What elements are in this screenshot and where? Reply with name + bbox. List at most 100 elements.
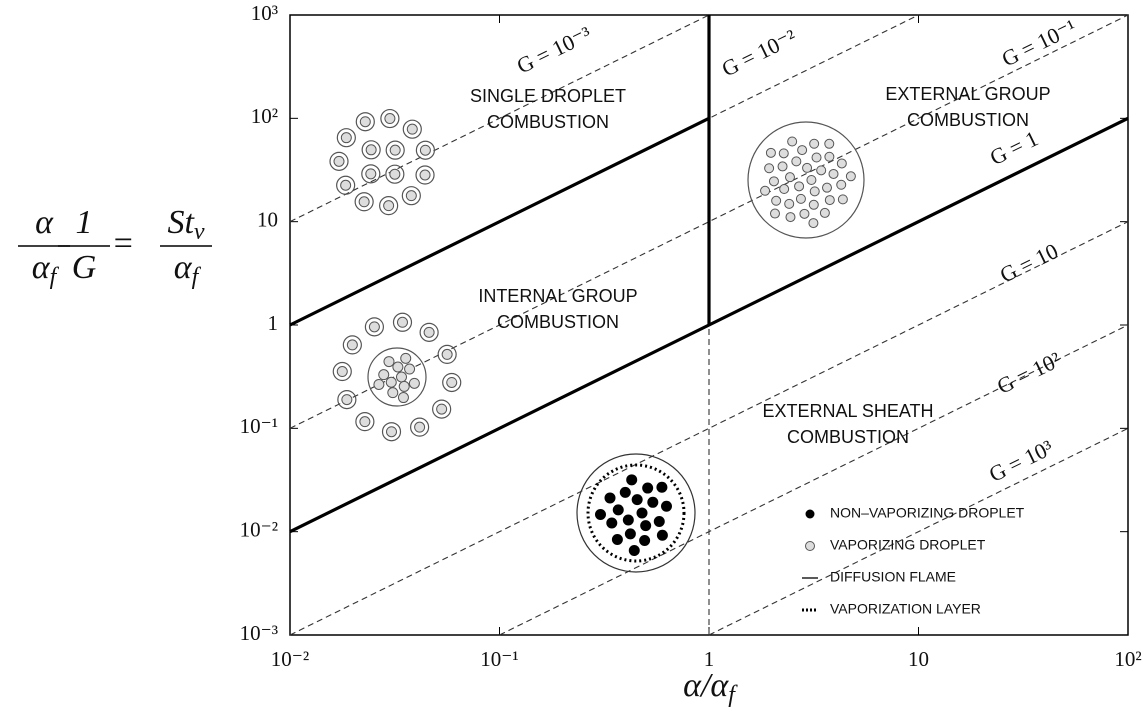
vaporizing-droplet: [390, 169, 400, 179]
droplet: [765, 164, 774, 173]
y-tick-label: 1: [268, 311, 279, 335]
legend-marker: [806, 542, 815, 551]
droplet: [779, 149, 788, 158]
legend-label: VAPORIZATION LAYER: [830, 601, 981, 617]
y-label-part: 1: [76, 204, 93, 241]
droplet: [837, 159, 846, 168]
droplet: [817, 166, 826, 175]
droplet: [761, 186, 770, 195]
vaporizing-droplet: [341, 180, 351, 190]
droplet: [780, 185, 789, 194]
droplet: [396, 372, 406, 382]
y-label-part: α: [35, 204, 54, 241]
non-vaporizing-droplet: [657, 530, 668, 541]
legend-label: VAPORIZING DROPLET: [830, 537, 986, 553]
non-vaporizing-droplet: [623, 515, 634, 526]
non-vaporizing-droplet: [625, 528, 636, 539]
vaporizing-droplet: [341, 133, 351, 143]
vaporizing-droplet: [406, 191, 416, 201]
droplet: [405, 364, 415, 374]
droplet: [838, 195, 847, 204]
region-label: COMBUSTION: [787, 427, 909, 447]
g-label: G = 10⁻¹: [998, 14, 1080, 71]
g-label: G = 10: [996, 238, 1062, 287]
g-label: G = 10²: [993, 347, 1065, 399]
droplet: [778, 162, 787, 171]
y-label-eq: =: [112, 225, 135, 262]
droplet: [379, 370, 389, 380]
y-tick-label: 10⁻²: [240, 517, 278, 541]
y-label-den: αf: [32, 249, 60, 290]
y-label-num: Stv: [167, 204, 204, 245]
non-vaporizing-droplet: [637, 508, 648, 519]
droplet: [769, 177, 778, 186]
x-axis-label: α/αf: [683, 667, 738, 708]
droplet: [829, 169, 838, 178]
x-label-part: α/α: [683, 667, 729, 704]
vaporizing-droplet: [366, 145, 376, 155]
chart: 10⁻²10⁻¹11010²10⁻³10⁻²10⁻¹11010²10³G = 1…: [0, 0, 1148, 717]
non-vaporizing-droplet: [654, 516, 665, 527]
vaporizing-droplet: [360, 117, 370, 127]
vaporizing-droplet: [359, 197, 369, 207]
droplet: [846, 172, 855, 181]
non-vaporizing-droplet: [640, 520, 651, 531]
droplet: [785, 199, 794, 208]
droplet: [399, 381, 409, 391]
region-label: COMBUSTION: [497, 312, 619, 332]
droplet: [795, 182, 804, 191]
y-label-part: α: [32, 249, 51, 286]
droplet: [810, 187, 819, 196]
droplet: [401, 353, 411, 363]
droplet: [825, 152, 834, 161]
non-vaporizing-droplet: [626, 474, 637, 485]
region-label: COMBUSTION: [907, 110, 1029, 130]
y-label-part: St: [167, 204, 195, 241]
droplet: [798, 146, 807, 155]
vaporizing-droplet: [337, 367, 347, 377]
non-vaporizing-droplet: [620, 487, 631, 498]
y-tick-label: 10⁻³: [240, 621, 278, 645]
droplet: [409, 378, 419, 388]
droplet: [809, 200, 818, 209]
vaporizing-droplet: [369, 322, 379, 332]
y-label-den: αf: [174, 249, 202, 290]
vaporizing-droplet: [334, 156, 344, 166]
y-tick-label: 10: [257, 207, 278, 231]
region-label: SINGLE DROPLET: [470, 86, 626, 106]
vaporizing-droplet: [390, 145, 400, 155]
vaporizing-droplet: [424, 327, 434, 337]
vaporizing-droplet: [366, 169, 376, 179]
droplet: [384, 357, 394, 367]
droplet: [796, 194, 805, 203]
droplet: [766, 148, 775, 157]
y-label-sub: v: [194, 219, 205, 245]
droplet: [770, 209, 779, 218]
droplet: [809, 219, 818, 228]
x-tick-label: 10: [908, 647, 929, 671]
y-label-part: G: [72, 249, 97, 286]
droplet: [820, 208, 829, 217]
vaporizing-droplet: [415, 422, 425, 432]
vaporizing-droplet: [407, 124, 417, 134]
vaporizing-droplet: [420, 170, 430, 180]
non-vaporizing-droplet: [647, 497, 658, 508]
x-tick-label: 10⁻²: [271, 647, 309, 671]
droplet: [825, 196, 834, 205]
droplet: [812, 153, 821, 162]
non-vaporizing-droplet: [639, 535, 650, 546]
y-tick-label: 10⁻¹: [240, 414, 278, 438]
region-label: COMBUSTION: [487, 112, 609, 132]
region-label: EXTERNAL SHEATH: [762, 401, 933, 421]
droplet: [393, 362, 403, 372]
y-label-den: G: [72, 249, 97, 286]
droplet: [810, 139, 819, 148]
droplet: [374, 379, 384, 389]
non-vaporizing-droplet: [642, 483, 653, 494]
legend-marker: [806, 510, 815, 519]
non-vaporizing-droplet: [661, 501, 672, 512]
droplet: [398, 393, 408, 403]
g-label: G = 10³: [985, 435, 1057, 487]
vaporizing-droplet: [420, 145, 430, 155]
legend-label: DIFFUSION FLAME: [830, 569, 956, 585]
